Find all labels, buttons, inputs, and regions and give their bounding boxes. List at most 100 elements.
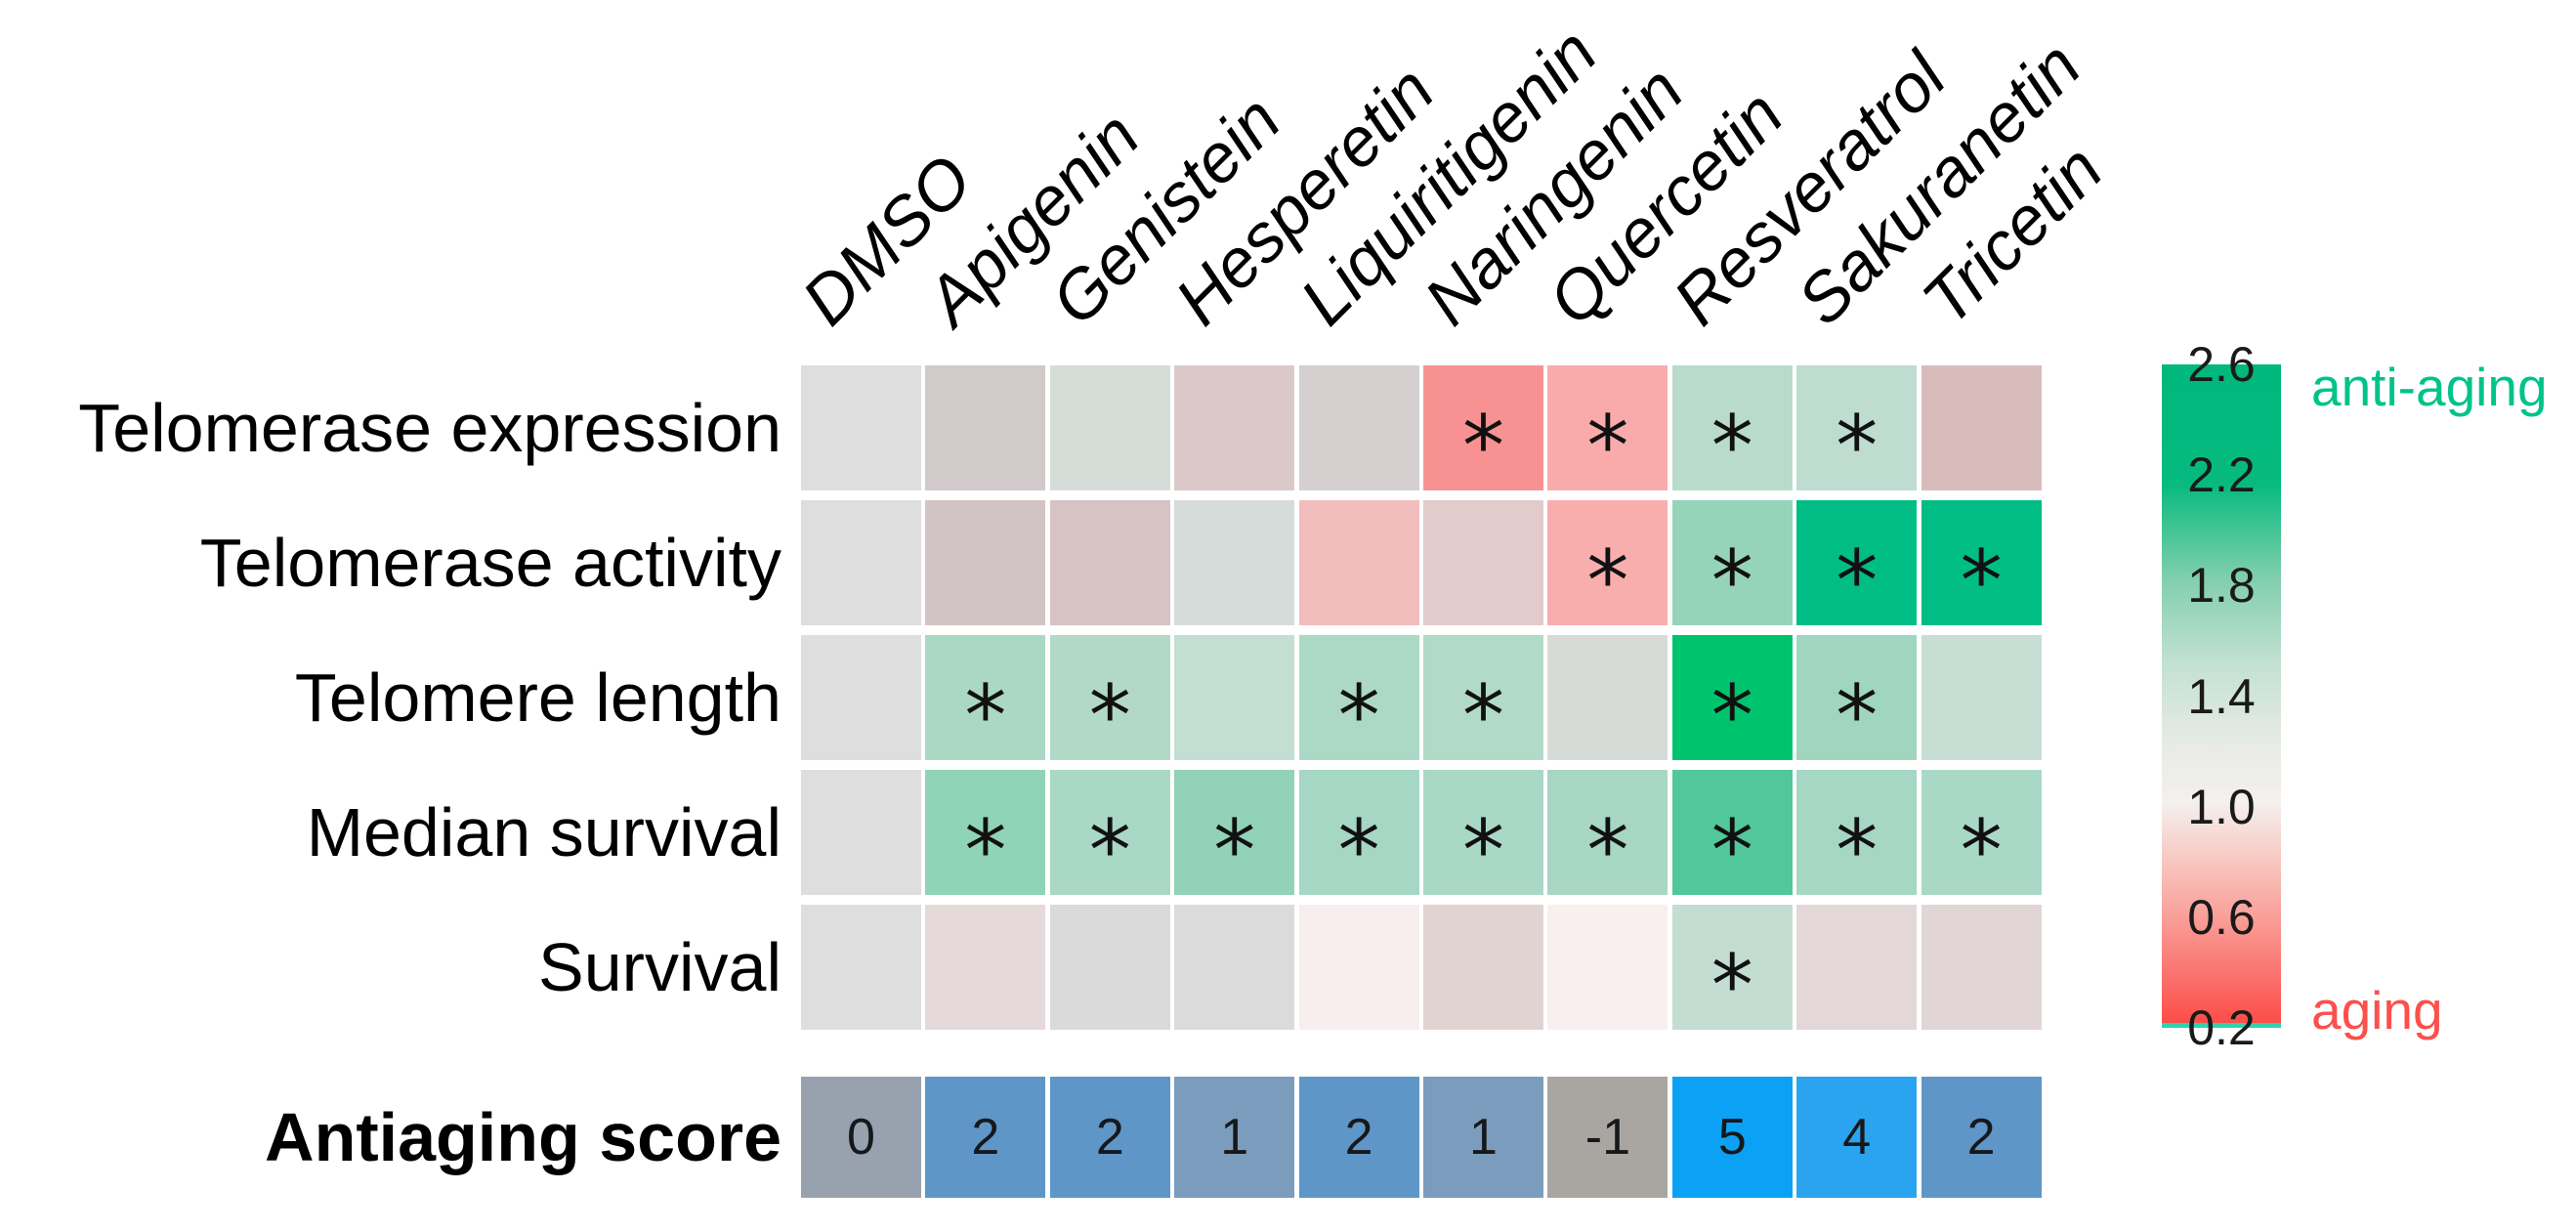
heatmap-cell — [801, 365, 921, 490]
heatmap-cell — [1921, 905, 2042, 1030]
score-cell: 5 — [1671, 1077, 1793, 1198]
row-label: Telomere length — [294, 659, 781, 736]
heatmap-cell: * — [925, 770, 1046, 900]
heatmap-cell: * — [1671, 500, 1793, 630]
heatmap-cell: * — [1423, 770, 1543, 895]
heatmap-cell — [1049, 905, 1170, 1030]
score-cell: -1 — [1547, 1077, 1668, 1198]
significance-asterisk: * — [1586, 531, 1629, 630]
colorbar-label-aging: aging — [2311, 980, 2443, 1041]
row-label: Telomerase activity — [199, 525, 781, 601]
significance-asterisk: * — [1710, 397, 1753, 495]
score-cell: 2 — [1298, 1077, 1419, 1198]
significance-asterisk: * — [964, 801, 1007, 900]
colorbar-tick: 0.2 — [2187, 1000, 2256, 1055]
significance-asterisk: * — [1337, 801, 1380, 900]
colorbar-label-anti-aging: anti-aging — [2311, 357, 2548, 417]
colorbar-tick: 2.6 — [2187, 337, 2256, 392]
heatmap-cell — [1174, 500, 1295, 625]
heatmap-cell: * — [1049, 770, 1170, 900]
significance-asterisk: * — [1836, 397, 1879, 495]
heatmap-cell — [1921, 365, 2042, 490]
colorbar-tick: 0.6 — [2187, 889, 2256, 945]
row-label: Median survival — [306, 794, 781, 871]
heatmap-cell — [801, 500, 921, 625]
score-cell: 4 — [1796, 1077, 1918, 1198]
heatmap-cell: * — [1796, 635, 1918, 765]
heatmap-cell — [1049, 500, 1170, 625]
heatmap-cell — [1423, 905, 1543, 1030]
colorbar-gradient — [2162, 364, 2281, 1028]
significance-asterisk: * — [1710, 531, 1753, 630]
heatmap-cell: * — [1547, 365, 1668, 490]
heatmap-cell — [1298, 365, 1419, 490]
heatmap-cell — [925, 905, 1046, 1030]
heatmap-cell: * — [1671, 770, 1793, 900]
heatmap-cell: * — [1049, 635, 1170, 765]
score-cell: 1 — [1174, 1077, 1295, 1198]
significance-asterisk: * — [964, 666, 1007, 765]
heatmap-cell: * — [1671, 635, 1793, 765]
significance-asterisk: * — [1586, 801, 1629, 900]
heatmap-cell: * — [1796, 365, 1918, 495]
heatmap-cell: * — [1547, 770, 1668, 895]
significance-asterisk: * — [1710, 666, 1753, 765]
heatmap-cell — [801, 905, 921, 1030]
heatmap-cell: * — [1298, 770, 1419, 900]
heatmap-cell: * — [1174, 770, 1295, 900]
heatmap-cell — [1174, 635, 1295, 760]
significance-asterisk: * — [1462, 801, 1504, 900]
heatmap-cell — [801, 635, 921, 760]
heatmap-cell — [1049, 365, 1170, 490]
heatmap-cell — [1547, 905, 1668, 1030]
heatmap-cell: * — [1796, 770, 1918, 900]
significance-asterisk: * — [1836, 801, 1879, 900]
colorbar-tick: 1.8 — [2187, 558, 2256, 614]
significance-asterisk: * — [1213, 801, 1256, 900]
heatmap-cell: * — [1921, 500, 2042, 625]
significance-asterisk: * — [1088, 801, 1131, 900]
heatmap-cell — [1796, 905, 1918, 1030]
significance-asterisk: * — [1710, 936, 1753, 1035]
heatmap-cell — [1921, 635, 2042, 760]
significance-asterisk: * — [1710, 801, 1753, 900]
heatmap-cell: * — [925, 635, 1046, 765]
significance-asterisk: * — [1462, 397, 1504, 495]
significance-asterisk: * — [1462, 666, 1504, 765]
heatmap-cell — [1298, 500, 1419, 625]
heatmap-cell — [801, 770, 921, 895]
score-cell: 2 — [1921, 1077, 2042, 1198]
significance-asterisk: * — [1088, 666, 1131, 765]
heatmap-cell: * — [1796, 500, 1918, 630]
colorbar-end-line — [2162, 1023, 2281, 1028]
row-label: Survival — [538, 929, 781, 1005]
significance-asterisk: * — [1586, 397, 1629, 495]
heatmap-cell: * — [1547, 500, 1668, 625]
heatmap-cell: * — [1298, 635, 1419, 765]
significance-asterisk: * — [1836, 666, 1879, 765]
score-cell: 2 — [925, 1077, 1046, 1198]
colorbar-tick: 2.2 — [2187, 447, 2256, 503]
significance-asterisk: * — [1337, 666, 1380, 765]
colorbar-tick: 1.0 — [2187, 779, 2256, 834]
significance-asterisk: * — [1960, 531, 2003, 630]
heatmap-cell — [1298, 905, 1419, 1030]
score-row-label: Antiaging score — [265, 1099, 781, 1175]
score-cell: 0 — [801, 1077, 921, 1198]
heatmap-cell: * — [1423, 635, 1543, 760]
significance-asterisk: * — [1836, 531, 1879, 630]
heatmap-cell: * — [1671, 905, 1793, 1035]
colorbar-tick: 1.4 — [2187, 668, 2256, 724]
heatmap-cell — [1547, 635, 1668, 760]
heatmap-cell — [1423, 500, 1543, 625]
score-cell: 2 — [1049, 1077, 1170, 1198]
heatmap-cell — [1174, 365, 1295, 490]
heatmap-cell — [925, 500, 1046, 625]
heatmap-cell: * — [1423, 365, 1543, 490]
heatmap-cell — [925, 365, 1046, 490]
heatmap-cell: * — [1921, 770, 2042, 895]
heatmap-cell: * — [1671, 365, 1793, 495]
row-label: Telomerase expression — [78, 390, 781, 466]
heatmap-cell — [1174, 905, 1295, 1030]
